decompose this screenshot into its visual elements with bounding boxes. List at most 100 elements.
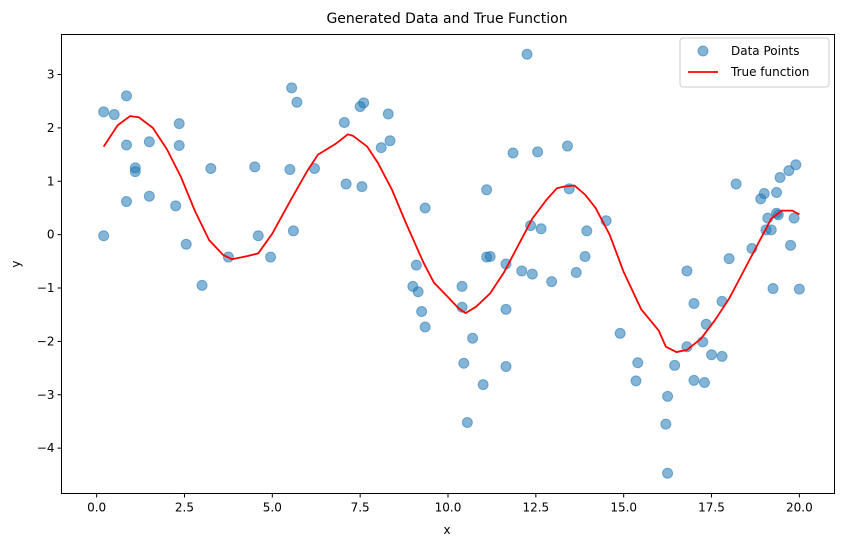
data-point [561,140,573,152]
y-tick-label: 1 [47,174,55,188]
data-point [205,162,217,174]
x-tick-label: 5.0 [263,501,282,515]
data-point [632,357,644,369]
data-point [121,139,132,151]
y-tick-label: 2 [47,121,55,135]
y-tick-label: −1 [37,281,55,295]
data-point [382,108,394,120]
data-point [98,230,110,242]
data-point [416,306,428,317]
data-point [570,267,582,279]
data-point [477,379,489,391]
data-point [660,418,672,430]
data-point [265,251,277,263]
data-point [516,265,528,277]
data-point [458,357,470,369]
data-point [688,374,700,386]
data-point [481,184,493,196]
data-point [410,259,422,271]
data-point [484,251,496,263]
data-point [716,350,728,362]
data-point [375,142,387,154]
y-tick-label: 3 [47,68,55,82]
axes: 0.0 2.5 5.0 7.5 10.0 12.5 15.0 17.5 20.0 −4 −3 −2 −1… [37,68,813,515]
data-point [788,212,800,224]
y-axis-label: y [9,260,23,267]
data-point [500,303,512,315]
x-tick-label: 7.5 [351,501,370,515]
data-point [699,376,710,388]
x-tick-label: 10.0 [435,501,462,515]
data-point [340,178,352,190]
data-point [129,166,141,178]
axes-frame [61,34,835,494]
data-point [284,164,296,176]
data-point [467,332,479,344]
data-point [790,159,802,171]
x-tick-label: 15.0 [610,501,637,515]
data-point [767,283,779,295]
data-point [173,140,185,152]
data-point [681,265,693,277]
data-point [286,82,298,94]
data-point [774,172,786,184]
data-point [507,147,519,159]
x-tick-label: 0.0 [87,501,106,515]
data-point [98,106,110,118]
data-point [783,165,795,177]
data-point [758,188,770,200]
data-point [669,359,681,371]
data-point [546,276,558,288]
true-function-line [102,115,800,353]
x-tick-label: 12.5 [522,501,549,515]
data-point [338,117,350,129]
data-point [535,223,547,235]
legend-frame [679,37,830,88]
data-point [143,190,155,202]
legend-marker-data-points [697,45,709,57]
data-point [291,96,303,108]
data-point [581,225,593,237]
legend: Data Points True function [679,37,830,88]
y-tick-label: −3 [37,388,55,402]
data-point [723,253,735,265]
data-point [173,118,185,130]
data-point [785,239,797,251]
data-point [579,251,591,263]
data-point [143,136,155,148]
data-point [614,327,626,339]
x-axis-label: x [443,523,450,537]
data-point [532,146,544,158]
data-point [419,202,431,214]
x-tick-label: 17.5 [698,501,725,515]
data-point [521,48,533,60]
plot-area [98,48,805,479]
chart-title: Generated Data and True Function [326,11,567,27]
data-point [730,178,742,190]
data-point [196,279,208,291]
data-point [456,280,468,292]
data-point [249,161,261,173]
data-point [526,268,538,280]
data-point [287,225,299,237]
data-point [662,467,674,479]
legend-label-data-points: Data Points [731,44,800,58]
x-tick-label: 2.5 [175,501,194,515]
data-point [121,90,132,102]
data-point [662,390,674,402]
data-point [170,200,182,212]
data-point [688,298,700,309]
y-tick-label: −2 [37,334,55,348]
data-point [356,181,368,193]
data-point [500,360,512,372]
data-point [697,336,709,348]
data-point [461,417,473,429]
data-point [412,286,424,298]
data-point [252,230,264,242]
data-point [630,375,642,387]
data-point [358,97,370,109]
legend-label-true-function: True function [730,65,809,79]
data-point [180,238,192,250]
